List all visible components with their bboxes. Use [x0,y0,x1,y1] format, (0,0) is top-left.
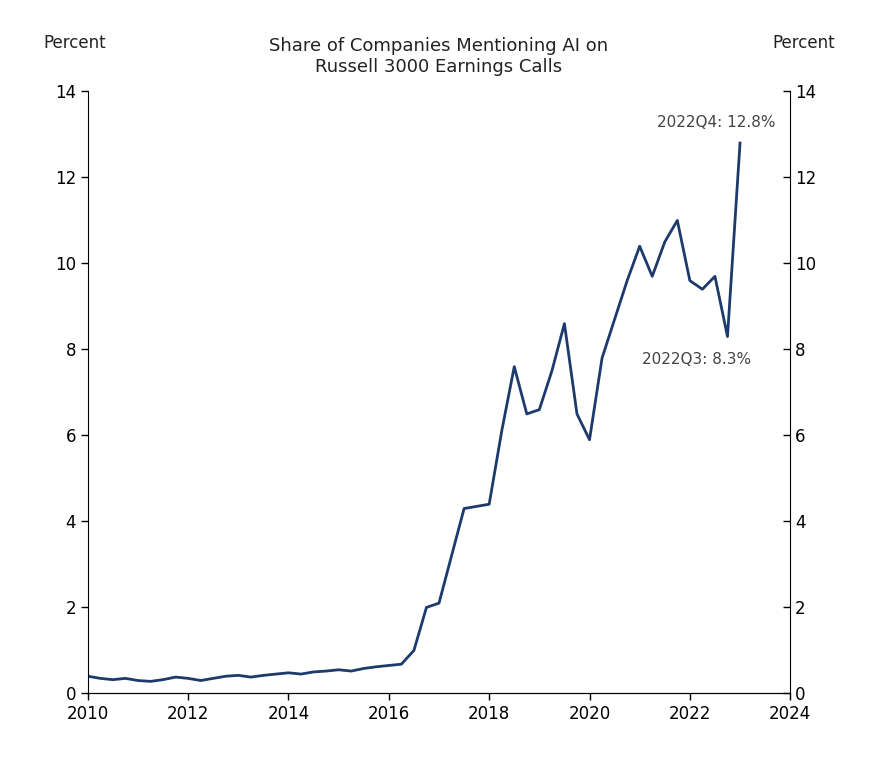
Text: 2022Q3: 8.3%: 2022Q3: 8.3% [641,351,751,367]
Text: Percent: Percent [43,34,106,53]
Text: 2022Q4: 12.8%: 2022Q4: 12.8% [657,115,775,130]
Text: Percent: Percent [771,34,834,53]
Title: Share of Companies Mentioning AI on
Russell 3000 Earnings Calls: Share of Companies Mentioning AI on Russ… [269,37,608,76]
